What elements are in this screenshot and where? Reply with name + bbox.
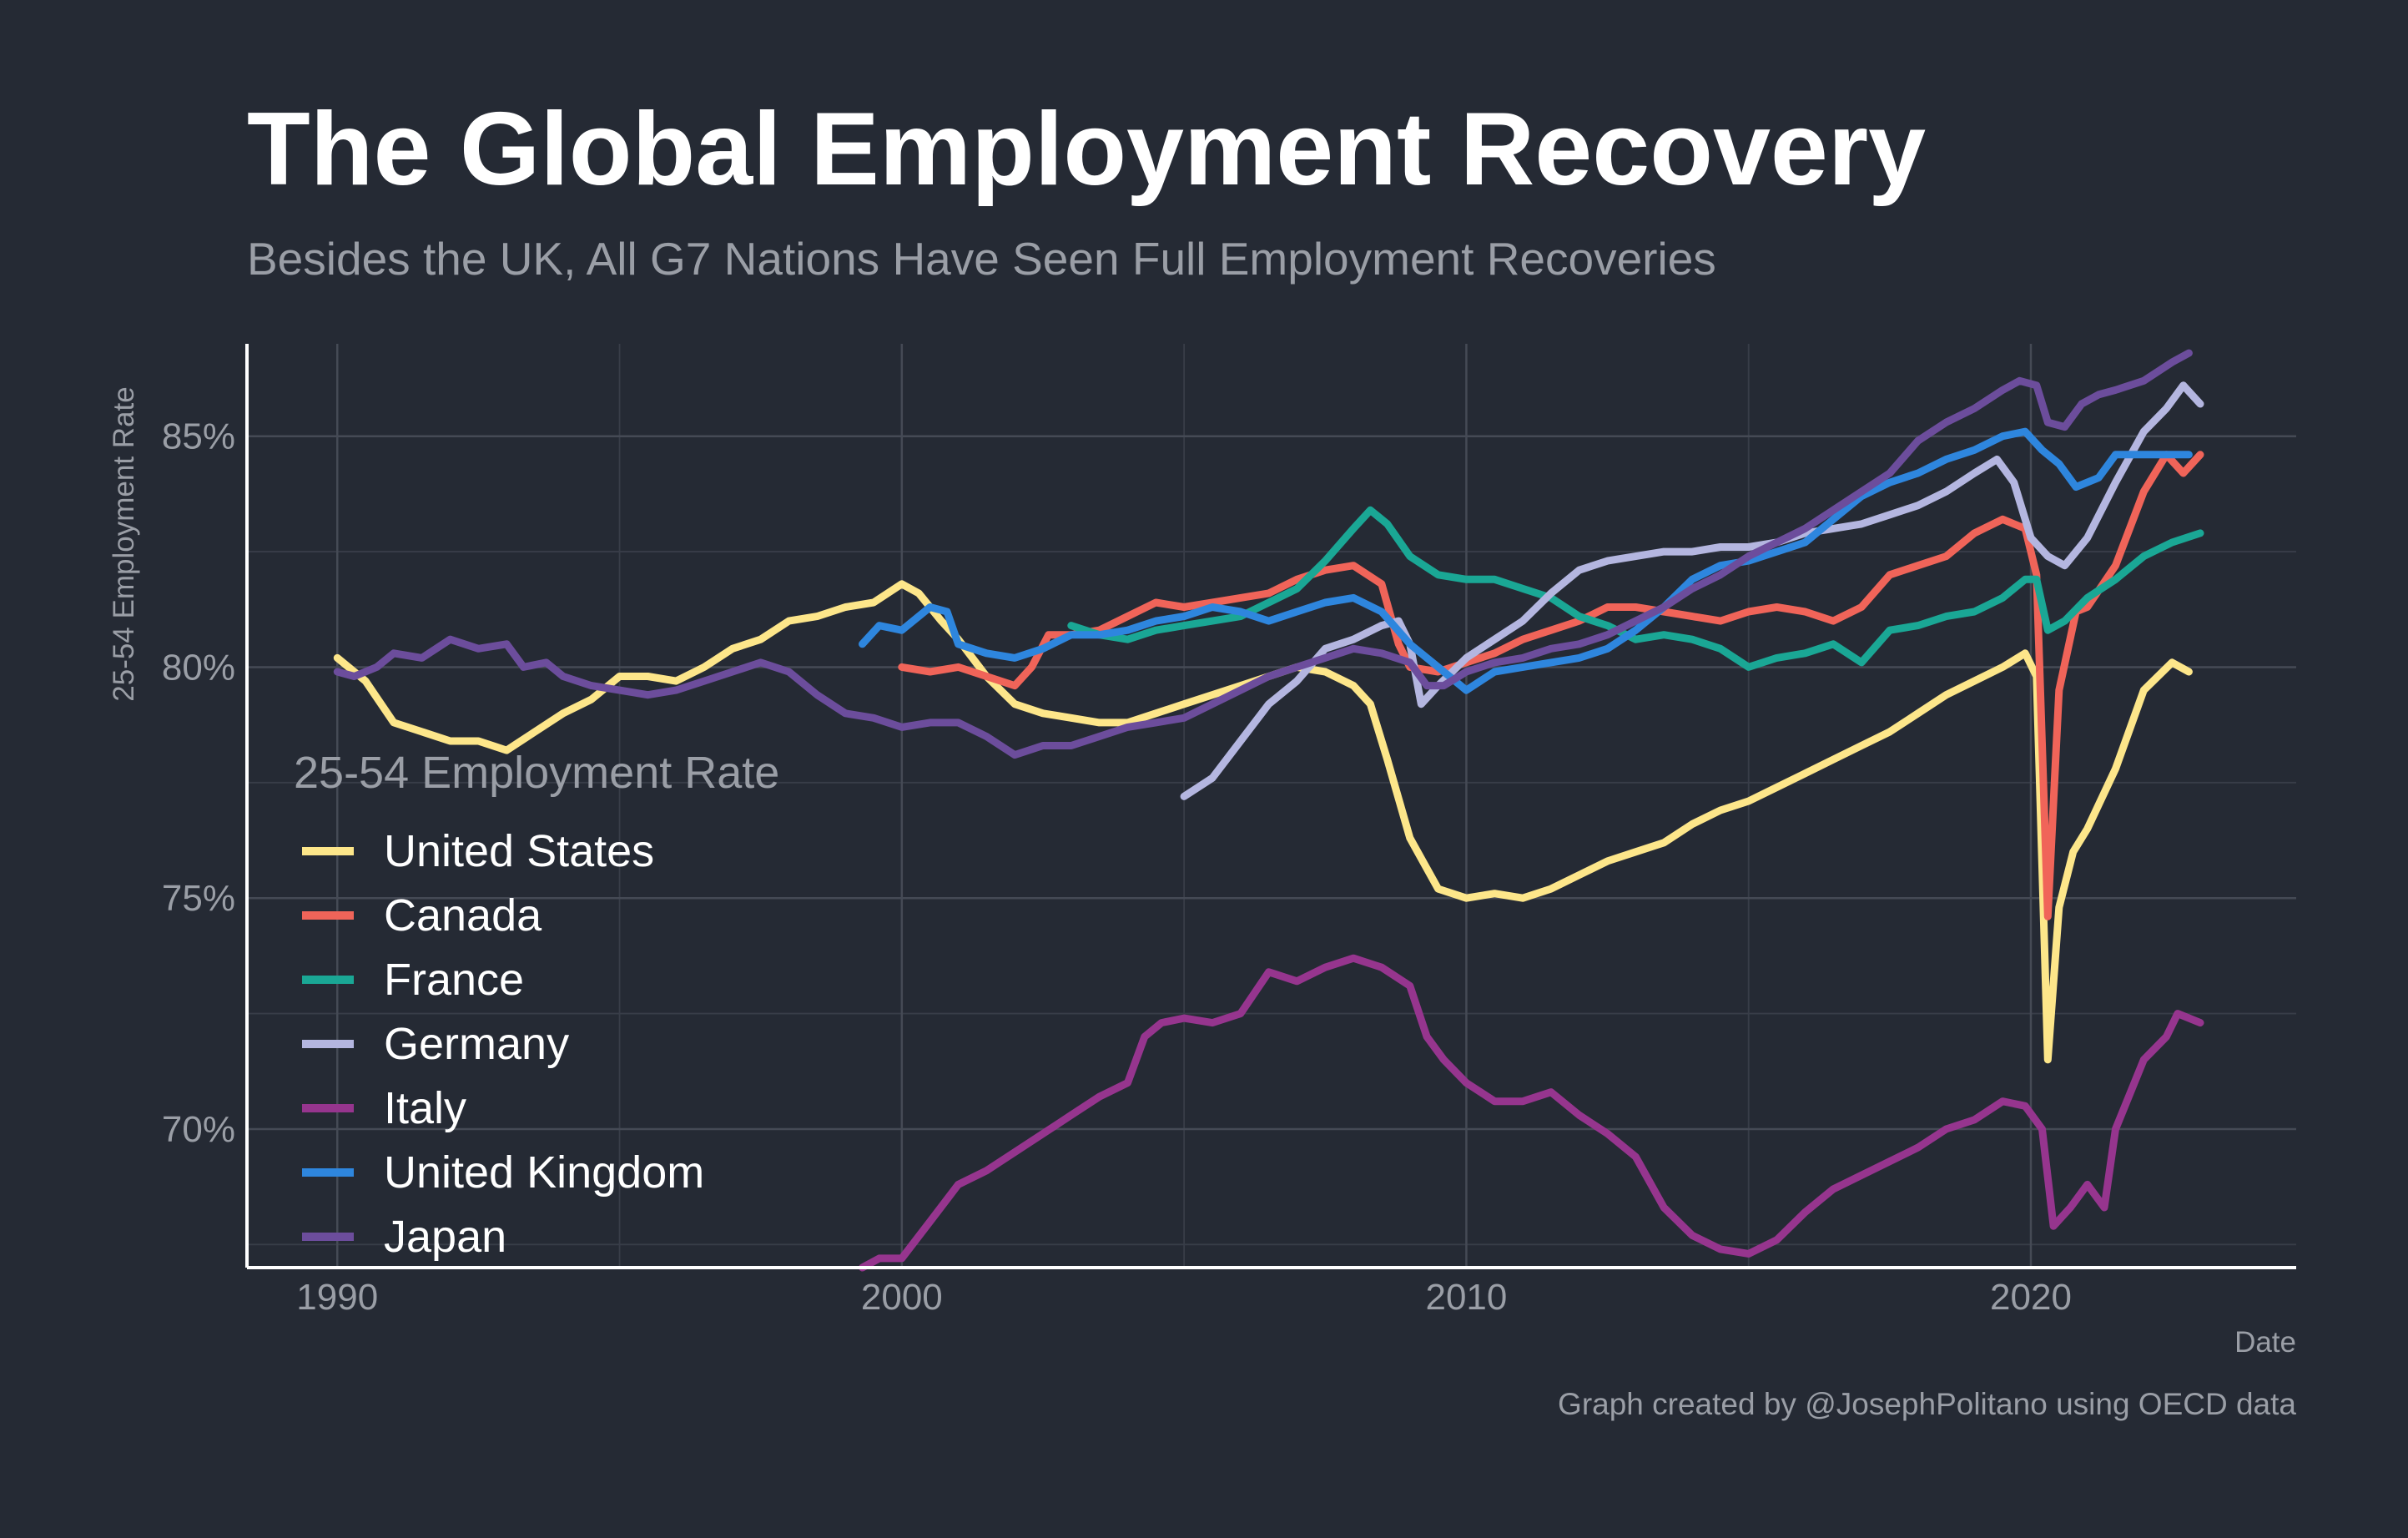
legend-title: 25-54 Employment Rate xyxy=(294,748,779,798)
legend-label-canada: Canada xyxy=(384,890,542,940)
axes xyxy=(245,344,2296,1269)
y-tick-label: 70% xyxy=(162,1109,235,1150)
series-line-japan xyxy=(333,349,2193,759)
legend-label-united-states: United States xyxy=(384,826,654,876)
legend-label-germany: Germany xyxy=(384,1019,569,1069)
major-gridlines xyxy=(247,344,2296,1268)
x-tick-label: 1990 xyxy=(296,1277,378,1318)
series-line-united-kingdom xyxy=(859,427,2193,694)
y-axis-title: 25-54 Employment Rate xyxy=(108,386,140,701)
chart-caption: Graph created by @JosephPolitano using O… xyxy=(1558,1387,2296,1421)
series-line-canada xyxy=(898,451,2204,920)
x-tick-label: 2020 xyxy=(1990,1277,2072,1318)
y-tick-label: 85% xyxy=(162,416,235,457)
series-line-italy xyxy=(859,954,2204,1272)
series-lines xyxy=(333,349,2204,1272)
chart-title: The Global Employment Recovery xyxy=(247,92,1927,207)
legend-label-italy: Italy xyxy=(384,1083,466,1133)
y-tick-label: 75% xyxy=(162,878,235,919)
y-tick-label: 80% xyxy=(162,647,235,688)
chart-subtitle: Besides the UK, All G7 Nations Have Seen… xyxy=(247,233,1716,285)
legend-label-japan: Japan xyxy=(384,1212,506,1262)
legend-label-france: France xyxy=(384,955,524,1005)
x-tick-label: 2000 xyxy=(861,1277,943,1318)
legend-label-united-kingdom: United Kingdom xyxy=(384,1147,704,1198)
x-tick-label: 2010 xyxy=(1425,1277,1507,1318)
series-line-france xyxy=(1067,506,2204,671)
series-line-united-states xyxy=(333,580,2193,1064)
x-axis-title: Date xyxy=(2234,1326,2296,1359)
series-line-germany xyxy=(1180,381,2204,800)
tick-labels: 1990 2000 2010 2020 70% 75% 80% 85% xyxy=(162,416,2072,1318)
legend: 25-54 Employment Rate United States Canad… xyxy=(294,748,779,1262)
